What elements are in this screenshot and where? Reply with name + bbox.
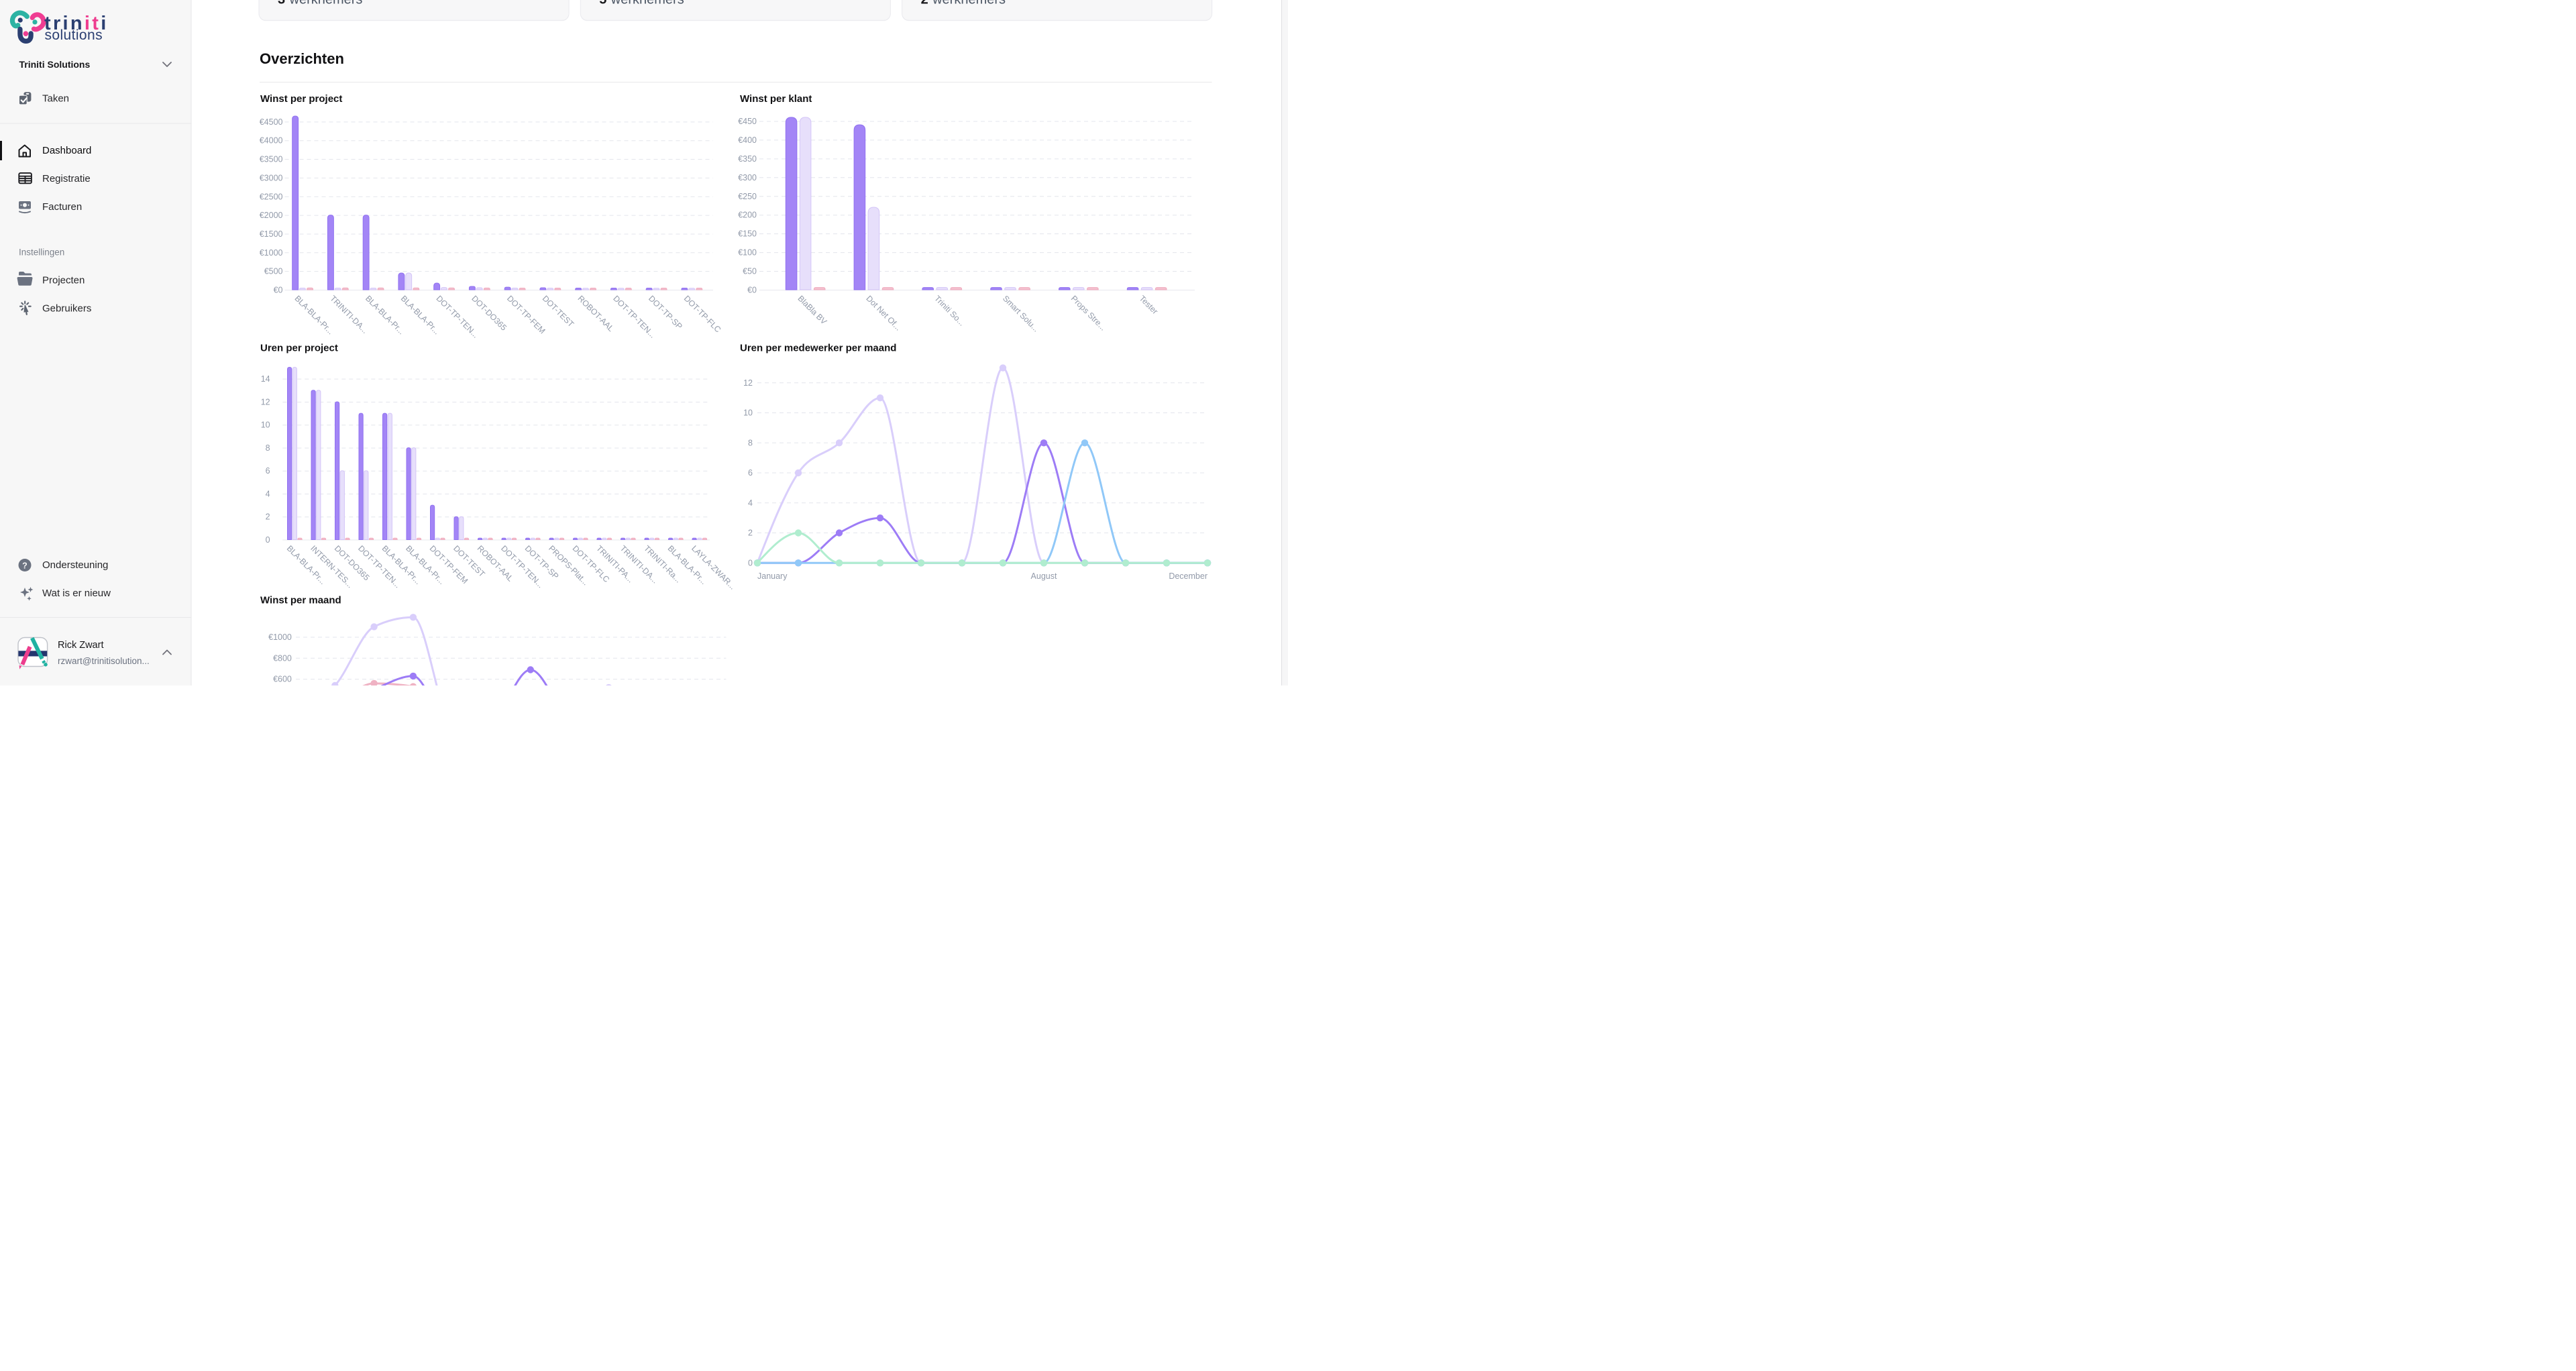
svg-text:4: 4 bbox=[266, 489, 270, 498]
svg-text:10: 10 bbox=[261, 421, 270, 430]
svg-text:€250: €250 bbox=[738, 192, 757, 201]
svg-text:€100: €100 bbox=[738, 248, 757, 258]
svg-text:€350: €350 bbox=[738, 154, 757, 164]
svg-text:€400: €400 bbox=[738, 135, 757, 145]
svg-text:€2500: €2500 bbox=[260, 192, 283, 201]
svg-text:Dashboard: Dashboard bbox=[42, 145, 91, 156]
svg-text:€300: €300 bbox=[738, 173, 757, 182]
svg-text:Triniti Solutions: Triniti Solutions bbox=[19, 59, 91, 70]
svg-text:Ondersteuning: Ondersteuning bbox=[42, 559, 108, 571]
svg-text:€1500: €1500 bbox=[260, 229, 283, 239]
svg-text:14: 14 bbox=[261, 374, 270, 384]
svg-text:Uren per medewerker per maand: Uren per medewerker per maand bbox=[740, 343, 896, 354]
svg-text:rzwart@trinitisolution...: rzwart@trinitisolution... bbox=[58, 656, 150, 666]
svg-text:Projecten: Projecten bbox=[42, 275, 85, 286]
svg-text:Registratie: Registratie bbox=[42, 173, 91, 184]
svg-text:Winst per maand: Winst per maand bbox=[260, 595, 341, 606]
svg-text:12: 12 bbox=[743, 378, 753, 388]
svg-text:August: August bbox=[1031, 571, 1057, 581]
svg-text:4: 4 bbox=[748, 498, 753, 508]
svg-text:Winst per project: Winst per project bbox=[260, 93, 342, 105]
svg-text:5: 5 bbox=[599, 0, 606, 7]
svg-text:6: 6 bbox=[748, 468, 753, 478]
svg-text:10: 10 bbox=[743, 408, 753, 418]
svg-text:2: 2 bbox=[266, 512, 270, 522]
svg-text:€4500: €4500 bbox=[260, 117, 283, 127]
svg-text:0: 0 bbox=[748, 558, 753, 567]
svg-text:solutions: solutions bbox=[45, 28, 103, 43]
svg-text:0: 0 bbox=[266, 535, 270, 545]
svg-text:Winst per klant: Winst per klant bbox=[740, 93, 812, 105]
svg-text:Gebruikers: Gebruikers bbox=[42, 303, 91, 315]
svg-text:January: January bbox=[757, 571, 788, 581]
svg-text:Facturen: Facturen bbox=[42, 201, 82, 213]
svg-text:€3500: €3500 bbox=[260, 155, 283, 164]
svg-text:Wat is er nieuw: Wat is er nieuw bbox=[42, 588, 111, 599]
svg-text:€500: €500 bbox=[264, 267, 283, 276]
svg-text:werknemers: werknemers bbox=[932, 0, 1006, 7]
svg-text:2: 2 bbox=[748, 529, 753, 538]
svg-text:Taken: Taken bbox=[42, 93, 69, 105]
svg-text:?: ? bbox=[22, 561, 28, 570]
svg-text:triniti: triniti bbox=[44, 13, 109, 34]
svg-text:8: 8 bbox=[266, 443, 270, 453]
svg-text:€3000: €3000 bbox=[260, 173, 283, 182]
svg-text:2: 2 bbox=[921, 0, 928, 7]
svg-text:€1000: €1000 bbox=[268, 633, 292, 642]
svg-text:€450: €450 bbox=[738, 117, 757, 126]
svg-text:€0: €0 bbox=[747, 286, 757, 295]
svg-text:December: December bbox=[1169, 571, 1208, 581]
svg-text:12: 12 bbox=[261, 397, 270, 406]
svg-text:Rick Zwart: Rick Zwart bbox=[58, 640, 103, 651]
svg-text:8: 8 bbox=[748, 438, 753, 447]
svg-text:€200: €200 bbox=[738, 211, 757, 220]
svg-text:6: 6 bbox=[266, 466, 270, 476]
svg-text:werknemers: werknemers bbox=[289, 0, 363, 7]
svg-text:€0: €0 bbox=[274, 286, 283, 295]
svg-text:€4000: €4000 bbox=[260, 136, 283, 146]
svg-text:Uren per project: Uren per project bbox=[260, 343, 338, 354]
svg-text:€600: €600 bbox=[273, 675, 292, 684]
svg-text:€2000: €2000 bbox=[260, 211, 283, 220]
svg-text:€800: €800 bbox=[273, 653, 292, 663]
svg-text:Instellingen: Instellingen bbox=[19, 248, 64, 258]
svg-text:Overzichten: Overzichten bbox=[260, 50, 344, 67]
svg-text:€150: €150 bbox=[738, 229, 757, 239]
svg-text:€1000: €1000 bbox=[260, 248, 283, 258]
svg-text:3: 3 bbox=[278, 0, 285, 7]
svg-text:€50: €50 bbox=[743, 267, 757, 276]
svg-text:werknemers: werknemers bbox=[610, 0, 684, 7]
